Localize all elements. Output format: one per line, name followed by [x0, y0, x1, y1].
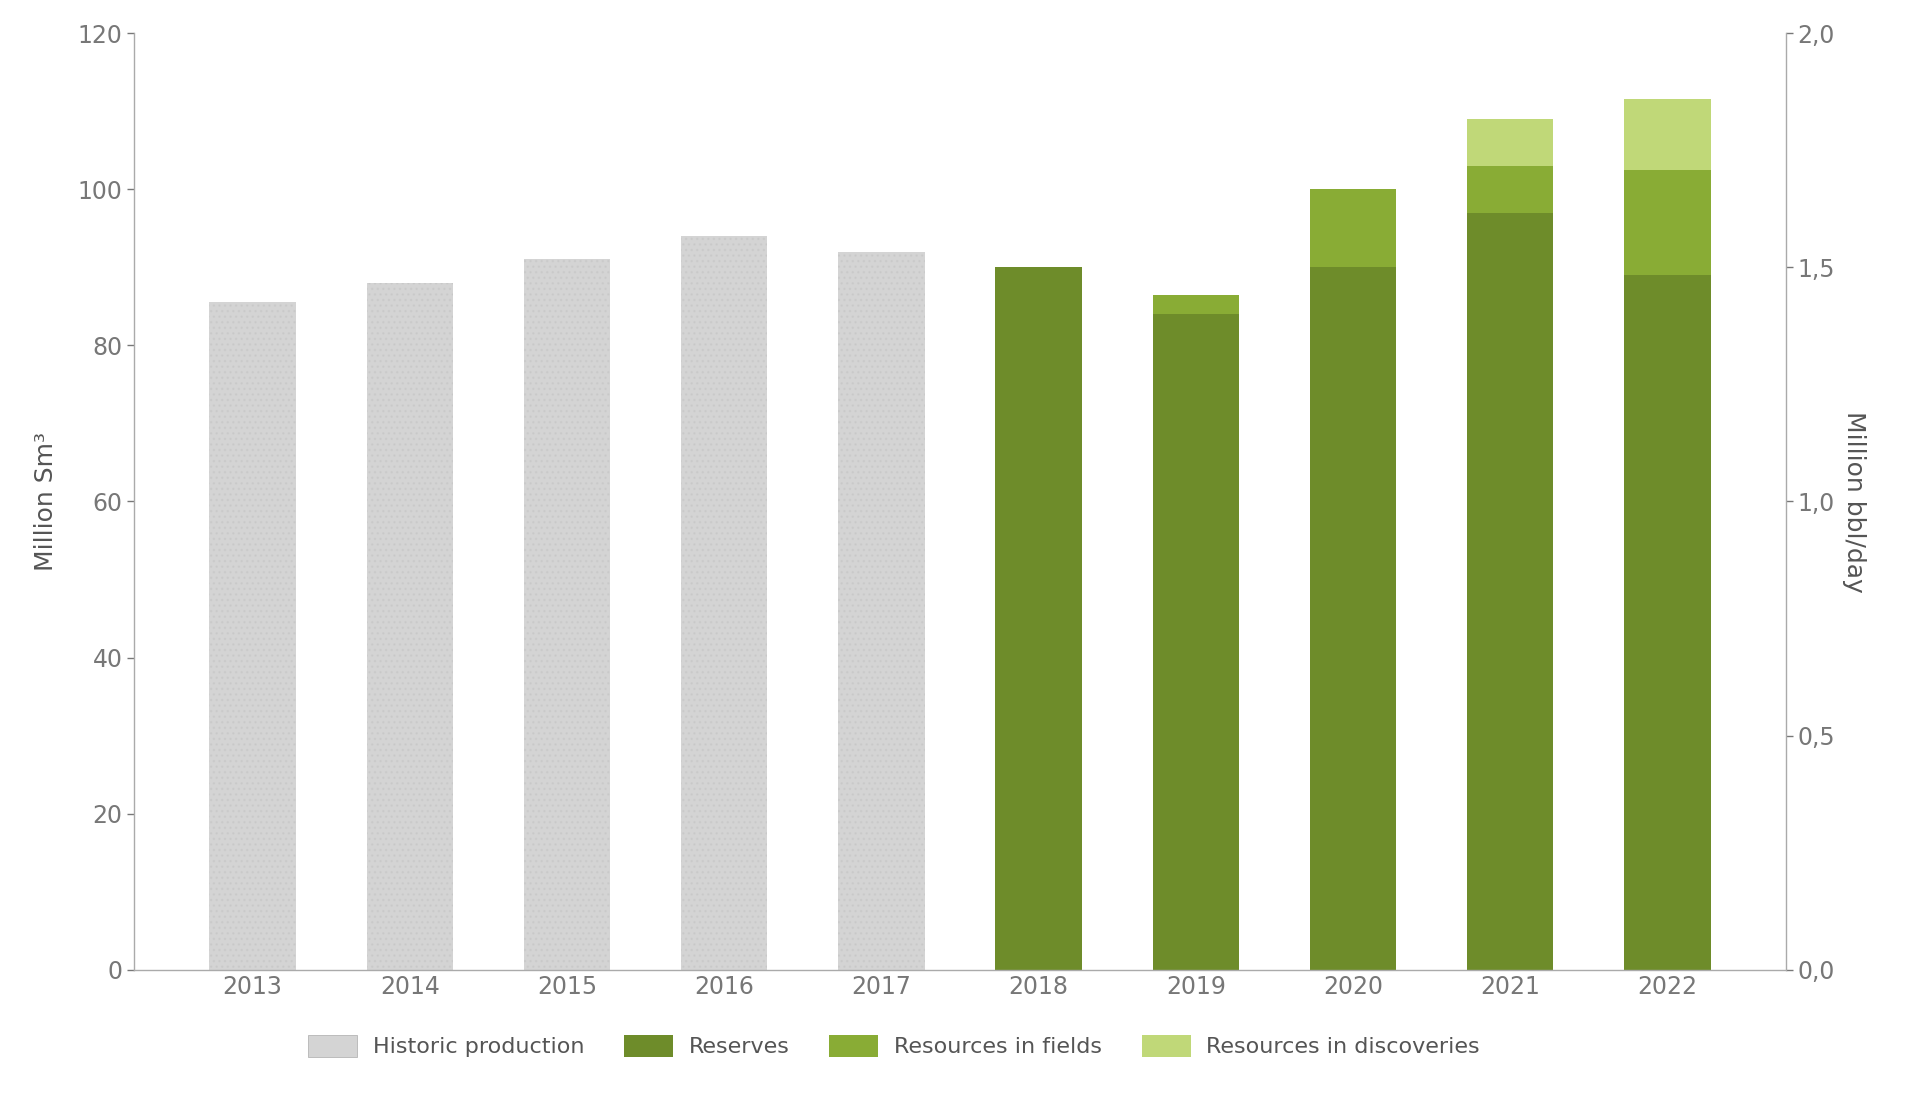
Bar [524, 259, 611, 970]
Bar [839, 251, 925, 970]
Bar [1624, 99, 1711, 170]
Bar [367, 283, 453, 970]
Y-axis label: Million bbl/day: Million bbl/day [1841, 411, 1866, 592]
Bar [1152, 314, 1238, 970]
Bar [1467, 165, 1553, 213]
Bar [1309, 268, 1396, 970]
Bar [524, 259, 611, 970]
Bar [1624, 276, 1711, 970]
Bar [839, 251, 925, 970]
Bar [682, 236, 768, 970]
Bar [682, 236, 768, 970]
Bar [209, 302, 296, 970]
Bar [995, 268, 1081, 970]
Bar [1467, 213, 1553, 970]
Y-axis label: Million Sm³: Million Sm³ [35, 432, 58, 571]
Bar [367, 283, 453, 970]
Bar [1152, 294, 1238, 314]
Bar [1309, 190, 1396, 268]
Legend: Historic production, Reserves, Resources in fields, Resources in discoveries: Historic production, Reserves, Resources… [300, 1026, 1488, 1067]
Bar [209, 302, 296, 970]
Bar [1624, 170, 1711, 276]
Bar [1467, 119, 1553, 165]
